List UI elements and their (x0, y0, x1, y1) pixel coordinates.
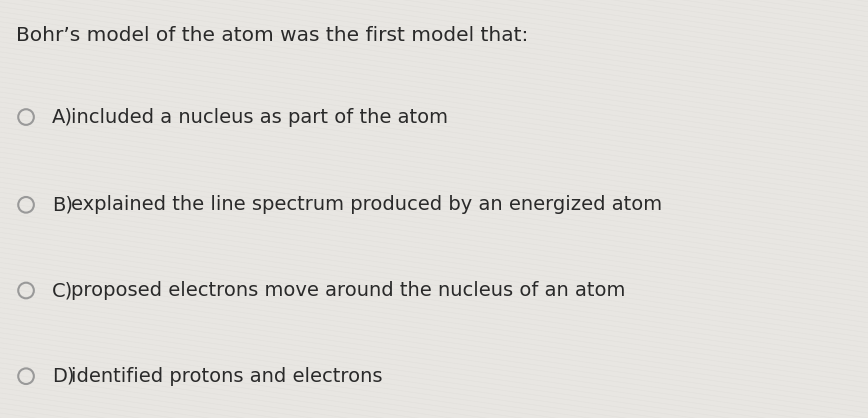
Text: B): B) (52, 195, 73, 214)
Text: identified protons and electrons: identified protons and electrons (71, 367, 383, 386)
Text: explained the line spectrum produced by an energized atom: explained the line spectrum produced by … (71, 195, 662, 214)
Text: C): C) (52, 281, 73, 300)
Text: included a nucleus as part of the atom: included a nucleus as part of the atom (71, 107, 448, 127)
Text: D): D) (52, 367, 75, 386)
Text: proposed electrons move around the nucleus of an atom: proposed electrons move around the nucle… (71, 281, 626, 300)
Text: A): A) (52, 107, 73, 127)
Text: Bohr’s model of the atom was the first model that:: Bohr’s model of the atom was the first m… (16, 26, 528, 45)
